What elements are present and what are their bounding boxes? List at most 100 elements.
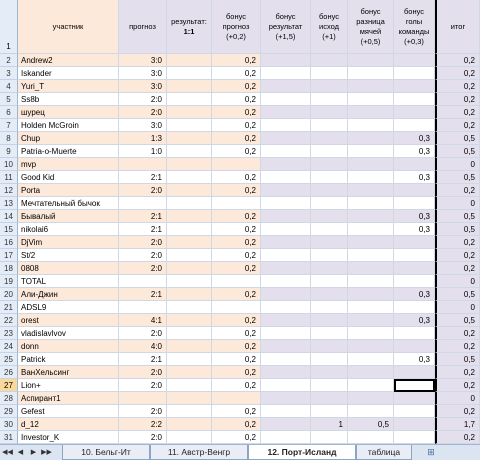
forecast-cell[interactable]: 1:3 xyxy=(119,132,167,145)
bonus-team-goals-cell[interactable] xyxy=(394,366,435,379)
total-cell[interactable]: 0,2 xyxy=(435,249,480,262)
row-number[interactable]: 29 xyxy=(0,405,18,418)
row-number[interactable]: 20 xyxy=(0,288,18,301)
row-number[interactable]: 15 xyxy=(0,223,18,236)
total-cell[interactable]: 0,2 xyxy=(435,379,480,392)
bonus-outcome-cell[interactable] xyxy=(311,340,348,353)
header-forecast[interactable]: прогноз xyxy=(119,0,167,54)
bonus-goal-diff-cell[interactable] xyxy=(348,197,394,210)
row-number[interactable]: 14 xyxy=(0,210,18,223)
bonus-team-goals-cell[interactable] xyxy=(394,197,435,210)
bonus-result-cell[interactable] xyxy=(261,54,311,67)
bonus-result-cell[interactable] xyxy=(261,93,311,106)
bonus-goal-diff-cell[interactable] xyxy=(348,288,394,301)
header-result[interactable]: результат: 1:1 xyxy=(167,0,212,54)
participant-cell[interactable]: orest xyxy=(18,314,119,327)
bonus-forecast-cell[interactable]: 0,2 xyxy=(212,379,261,392)
bonus-result-cell[interactable] xyxy=(261,80,311,93)
total-cell[interactable]: 0,5 xyxy=(435,210,480,223)
result-cell[interactable] xyxy=(167,405,212,418)
forecast-cell[interactable]: 2:2 xyxy=(119,418,167,431)
bonus-forecast-cell[interactable] xyxy=(212,275,261,288)
bonus-team-goals-cell[interactable] xyxy=(394,431,435,444)
bonus-result-cell[interactable] xyxy=(261,236,311,249)
bonus-forecast-cell[interactable]: 0,2 xyxy=(212,132,261,145)
forecast-cell[interactable]: 3:0 xyxy=(119,119,167,132)
participant-cell[interactable]: Ss8b xyxy=(18,93,119,106)
total-cell[interactable]: 0 xyxy=(435,158,480,171)
bonus-forecast-cell[interactable]: 0,2 xyxy=(212,314,261,327)
bonus-result-cell[interactable] xyxy=(261,288,311,301)
bonus-forecast-cell[interactable]: 0,2 xyxy=(212,366,261,379)
bonus-forecast-cell[interactable]: 0,2 xyxy=(212,249,261,262)
total-cell[interactable]: 0 xyxy=(435,392,480,405)
bonus-team-goals-cell[interactable] xyxy=(394,249,435,262)
bonus-result-cell[interactable] xyxy=(261,145,311,158)
total-cell[interactable]: 0,2 xyxy=(435,184,480,197)
tab-sheet-table[interactable]: таблица xyxy=(356,445,412,460)
result-cell[interactable] xyxy=(167,106,212,119)
result-cell[interactable] xyxy=(167,314,212,327)
bonus-goal-diff-cell[interactable] xyxy=(348,119,394,132)
bonus-team-goals-cell[interactable] xyxy=(394,405,435,418)
bonus-outcome-cell[interactable] xyxy=(311,314,348,327)
row-number-1[interactable]: 1 xyxy=(0,0,18,54)
row-number[interactable]: 22 xyxy=(0,314,18,327)
prev-sheet-icon[interactable]: ◀ xyxy=(17,449,24,456)
bonus-team-goals-cell[interactable]: 0,3 xyxy=(394,210,435,223)
participant-cell[interactable]: ADSL9 xyxy=(18,301,119,314)
result-cell[interactable] xyxy=(167,119,212,132)
forecast-cell[interactable]: 2:1 xyxy=(119,288,167,301)
result-cell[interactable] xyxy=(167,184,212,197)
participant-cell[interactable]: 0808 xyxy=(18,262,119,275)
bonus-goal-diff-cell[interactable] xyxy=(348,262,394,275)
bonus-outcome-cell[interactable] xyxy=(311,184,348,197)
bonus-outcome-cell[interactable] xyxy=(311,80,348,93)
bonus-result-cell[interactable] xyxy=(261,158,311,171)
bonus-team-goals-cell[interactable] xyxy=(394,80,435,93)
bonus-goal-diff-cell[interactable] xyxy=(348,249,394,262)
participant-cell[interactable]: mvp xyxy=(18,158,119,171)
bonus-forecast-cell[interactable]: 0,2 xyxy=(212,431,261,444)
participant-cell[interactable]: Али-Джин xyxy=(18,288,119,301)
bonus-team-goals-cell[interactable] xyxy=(394,275,435,288)
forecast-cell[interactable]: 2:0 xyxy=(119,249,167,262)
bonus-team-goals-cell[interactable]: 0,3 xyxy=(394,132,435,145)
row-number[interactable]: 8 xyxy=(0,132,18,145)
total-cell[interactable]: 0,5 xyxy=(435,132,480,145)
bonus-team-goals-cell[interactable]: 0,3 xyxy=(394,171,435,184)
bonus-outcome-cell[interactable] xyxy=(311,171,348,184)
bonus-forecast-cell[interactable]: 0,2 xyxy=(212,405,261,418)
bonus-outcome-cell[interactable] xyxy=(311,106,348,119)
forecast-cell[interactable] xyxy=(119,197,167,210)
participant-cell[interactable]: St/2 xyxy=(18,249,119,262)
bonus-goal-diff-cell[interactable] xyxy=(348,223,394,236)
bonus-goal-diff-cell[interactable] xyxy=(348,366,394,379)
forecast-cell[interactable] xyxy=(119,275,167,288)
total-cell[interactable]: 0,2 xyxy=(435,366,480,379)
bonus-result-cell[interactable] xyxy=(261,405,311,418)
total-cell[interactable]: 0,2 xyxy=(435,67,480,80)
bonus-outcome-cell[interactable] xyxy=(311,54,348,67)
forecast-cell[interactable] xyxy=(119,392,167,405)
next-sheet-icon[interactable]: ▶ xyxy=(30,449,37,456)
bonus-result-cell[interactable] xyxy=(261,106,311,119)
forecast-cell[interactable]: 4:1 xyxy=(119,314,167,327)
result-cell[interactable] xyxy=(167,210,212,223)
result-cell[interactable] xyxy=(167,158,212,171)
row-number[interactable]: 9 xyxy=(0,145,18,158)
total-cell[interactable]: 0 xyxy=(435,197,480,210)
result-cell[interactable] xyxy=(167,301,212,314)
participant-cell[interactable]: Yuri_T xyxy=(18,80,119,93)
bonus-outcome-cell[interactable] xyxy=(311,119,348,132)
participant-cell[interactable]: Мечтательный бычок xyxy=(18,197,119,210)
row-number[interactable]: 6 xyxy=(0,106,18,119)
row-number[interactable]: 10 xyxy=(0,158,18,171)
bonus-result-cell[interactable] xyxy=(261,340,311,353)
result-cell[interactable] xyxy=(167,418,212,431)
total-cell[interactable]: 0,2 xyxy=(435,431,480,444)
row-number[interactable]: 27 xyxy=(0,379,18,392)
result-cell[interactable] xyxy=(167,80,212,93)
bonus-team-goals-cell[interactable] xyxy=(394,67,435,80)
spreadsheet-grid[interactable]: 1 участник прогноз результат: 1:1 бонус … xyxy=(0,0,480,444)
